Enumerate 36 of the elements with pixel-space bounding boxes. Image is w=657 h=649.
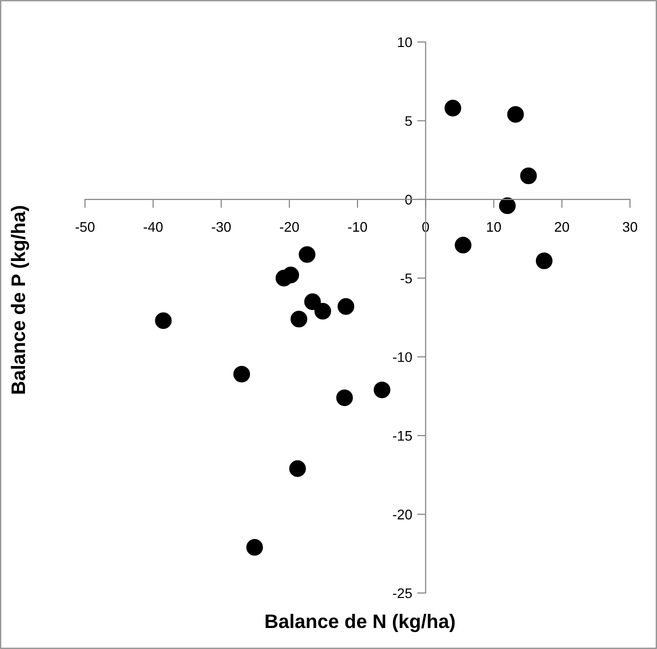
y-tick-label: -10	[392, 352, 412, 362]
x-tick-label: -30	[212, 222, 231, 232]
point	[444, 100, 462, 116]
point	[290, 310, 308, 328]
y-tick-label: 10	[398, 37, 412, 48]
point	[374, 382, 390, 398]
y-tick-label: 5	[405, 116, 412, 126]
point	[276, 270, 292, 286]
y-tick-label: -20	[392, 510, 412, 520]
x-tick-label: -10	[348, 222, 367, 232]
point	[246, 539, 263, 556]
point	[304, 293, 321, 310]
x-tick-label: -50	[76, 222, 94, 232]
y-tick-label: -5	[400, 274, 412, 284]
point	[298, 246, 316, 263]
x-axis-title: Balance de N (kg/ha)	[266, 614, 455, 632]
x-tick-label: 0	[422, 222, 429, 232]
point	[499, 197, 516, 214]
x-tick-label: 20	[554, 222, 570, 232]
point	[289, 460, 306, 477]
point	[233, 366, 250, 383]
y-tick-label: -15	[392, 431, 412, 441]
point	[520, 167, 537, 184]
y-tick-label: -25	[392, 588, 412, 598]
point	[314, 302, 332, 320]
point	[454, 236, 472, 254]
y-axis-title: Balance de P (kg/ha)	[10, 206, 30, 394]
x-tick-label: 30	[622, 222, 638, 232]
x-tick-label: 10	[487, 222, 501, 232]
point	[507, 106, 524, 123]
point	[536, 252, 552, 270]
point	[155, 312, 172, 329]
point	[338, 298, 354, 315]
x-tick-label: -40	[144, 222, 163, 232]
point	[336, 389, 353, 406]
x-tick-label: -20	[280, 222, 299, 232]
